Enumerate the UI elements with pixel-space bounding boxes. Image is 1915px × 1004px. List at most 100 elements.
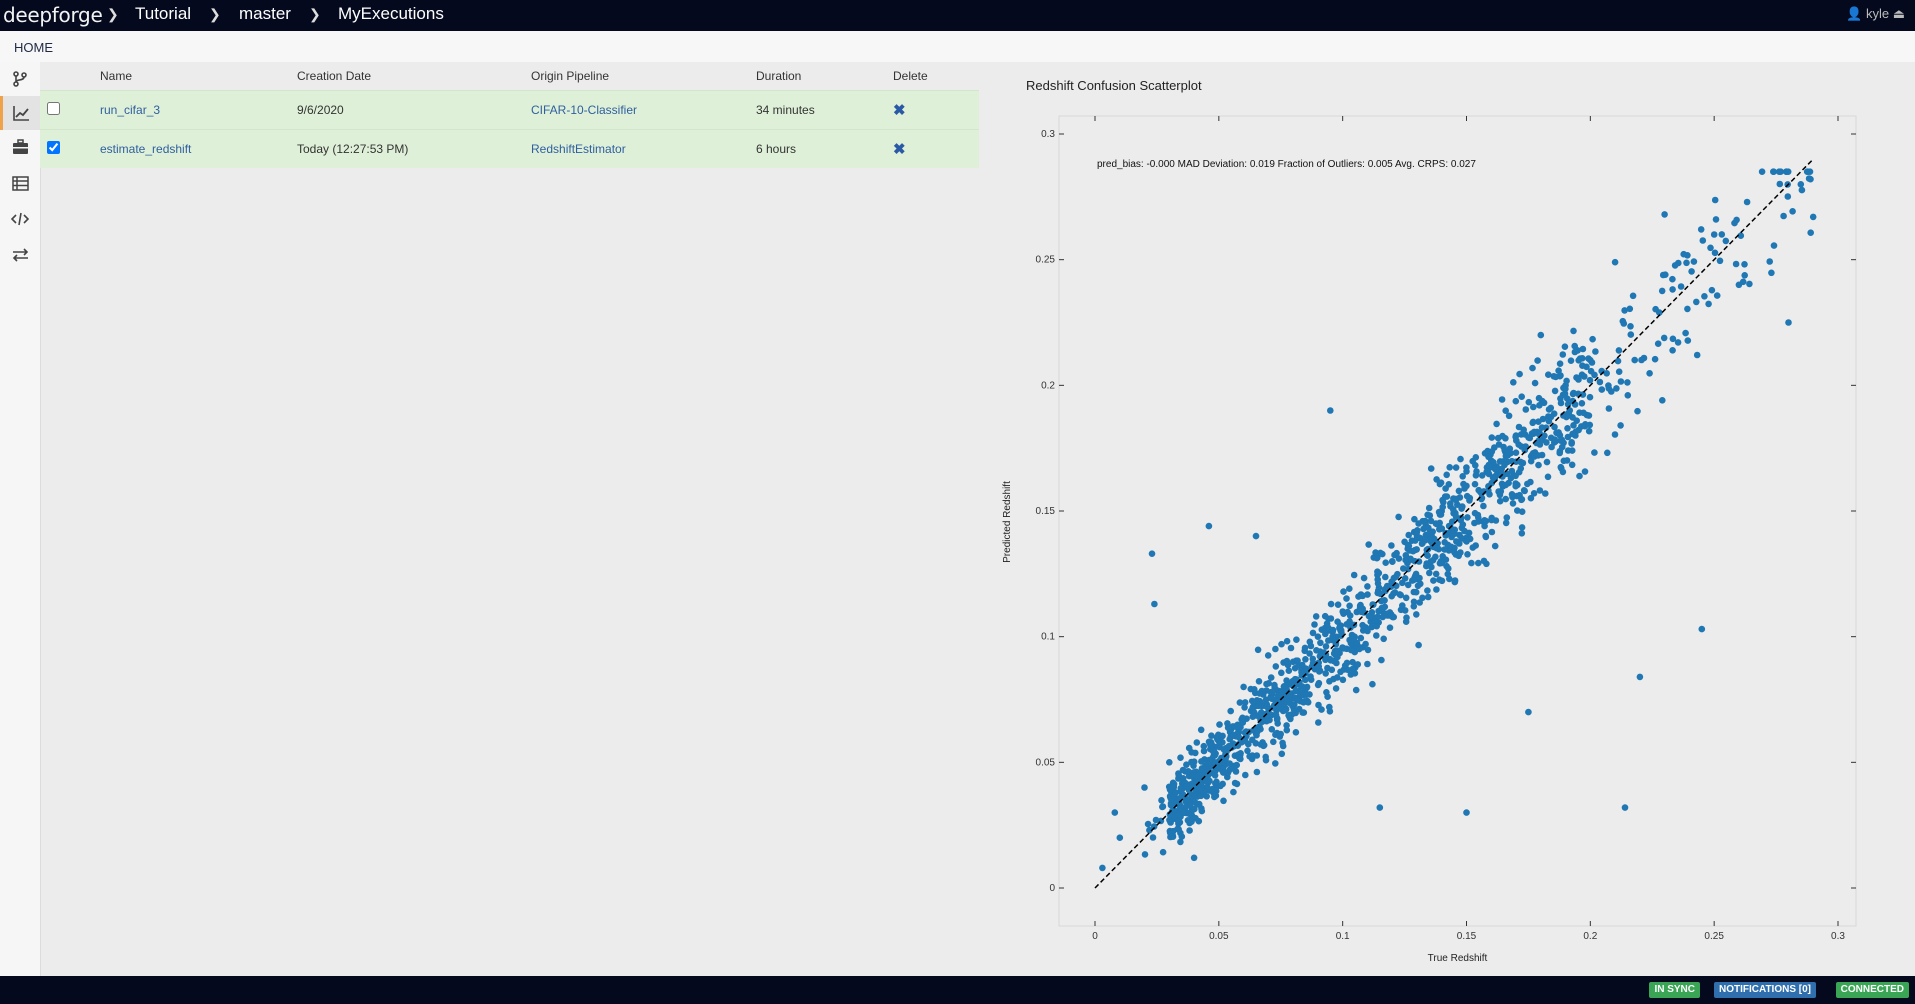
scatter-point xyxy=(1309,629,1317,637)
home-link[interactable]: HOME xyxy=(14,40,53,55)
sidebar-item-pipelines[interactable] xyxy=(0,62,40,96)
scatter-point xyxy=(1459,521,1467,528)
scatter-point xyxy=(1382,559,1389,566)
scatter-point xyxy=(1299,661,1306,669)
scatter-point xyxy=(1177,838,1184,846)
delete-icon[interactable]: ✖ xyxy=(893,102,906,119)
scatter-point xyxy=(1272,663,1280,670)
scatter-point xyxy=(1530,403,1537,411)
scatter-point xyxy=(1362,640,1369,648)
scatter-point xyxy=(1253,752,1261,759)
pipeline-link[interactable]: RedshiftEstimator xyxy=(531,142,626,156)
scatter-point xyxy=(1249,736,1256,744)
column-header-pipeline[interactable]: Origin Pipeline xyxy=(531,62,756,91)
column-header-date[interactable]: Creation Date xyxy=(297,62,531,91)
scatter-point xyxy=(1789,208,1796,215)
breadcrumb-node[interactable]: MyExecutions xyxy=(338,4,444,23)
scatter-plot[interactable]: 0 0.05 0.1 0.15 0.2 0.25 0.3 0 0.05 0.1 0.15 0.2 0.2… xyxy=(0,0,1915,976)
y-tick-label: 0 xyxy=(1049,883,1055,894)
scatter-point xyxy=(1627,323,1634,330)
scatter-point xyxy=(1255,678,1263,685)
scatter-point xyxy=(1346,585,1353,592)
user-menu[interactable]: 👤 kyle ⏏ xyxy=(1846,6,1905,22)
scatter-point xyxy=(1474,511,1482,519)
scatter-point xyxy=(1452,464,1460,471)
sidebar-item-executions[interactable] xyxy=(0,96,40,130)
scatter-point xyxy=(1620,320,1628,327)
scatter-point xyxy=(1559,351,1567,358)
scatter-point xyxy=(1292,687,1299,695)
scatter-point xyxy=(1451,577,1459,584)
scatter-point xyxy=(1578,400,1586,407)
pipeline-link[interactable]: CIFAR-10-Classifier xyxy=(531,103,638,117)
scatter-point xyxy=(1420,525,1427,533)
scatter-point xyxy=(1401,575,1409,582)
table-row[interactable]: estimate_redshift Today (12:27:53 PM) Re… xyxy=(40,129,979,168)
scatter-point xyxy=(1190,854,1198,862)
scatter-point xyxy=(1230,788,1237,796)
sidebar-item-code[interactable] xyxy=(0,202,40,236)
user-name: kyle xyxy=(1865,6,1890,21)
execution-name-link[interactable]: estimate_redshift xyxy=(100,142,192,156)
column-header-duration[interactable]: Duration xyxy=(756,62,893,91)
brand-logo[interactable]: deepforge xyxy=(3,3,103,27)
scatter-point xyxy=(1175,811,1182,819)
scatter-point xyxy=(1585,355,1592,362)
table-row[interactable]: run_cifar_3 9/6/2020 CIFAR-10-Classifier… xyxy=(40,90,979,130)
row-checkbox[interactable] xyxy=(47,141,60,154)
scatter-point xyxy=(1382,573,1389,581)
notifications-badge[interactable]: NOTIFICATIONS [0] xyxy=(1713,982,1816,998)
execution-name-link[interactable]: run_cifar_3 xyxy=(100,103,161,117)
scatter-point xyxy=(1708,286,1716,294)
scatter-point xyxy=(1242,737,1249,745)
scatter-point xyxy=(1443,493,1451,500)
breadcrumb-branch[interactable]: master xyxy=(239,4,291,23)
scatter-point xyxy=(1659,271,1667,279)
scatter-point xyxy=(1423,546,1431,554)
scatter-point xyxy=(1193,739,1201,746)
scatter-point xyxy=(1278,750,1286,758)
scatter-point xyxy=(1263,703,1270,710)
scatter-point xyxy=(1671,262,1679,269)
sidebar-item-integrations[interactable] xyxy=(0,238,40,272)
scatter-point xyxy=(1471,519,1478,527)
scatter-point xyxy=(1693,351,1701,359)
scatter-point xyxy=(1457,549,1464,556)
scatter-point xyxy=(1285,667,1293,674)
scatter-point xyxy=(1563,377,1570,385)
scatter-point xyxy=(1241,699,1249,706)
scatter-point xyxy=(1741,272,1748,279)
scatter-point xyxy=(1512,482,1519,490)
scatter-point xyxy=(1343,595,1350,602)
scatter-point xyxy=(1183,782,1190,790)
scatter-point xyxy=(1150,823,1158,830)
delete-icon[interactable]: ✖ xyxy=(893,141,906,158)
scatter-point xyxy=(1455,487,1463,495)
scatter-point xyxy=(1498,396,1506,403)
row-checkbox[interactable] xyxy=(47,102,60,115)
scatter-point xyxy=(1518,496,1526,503)
scatter-point xyxy=(1314,633,1322,640)
sync-status-badge: IN SYNC xyxy=(1649,982,1700,998)
scatter-point xyxy=(1111,809,1119,816)
scatter-point xyxy=(1146,826,1153,834)
scatter-point xyxy=(1611,431,1619,438)
scatter-point xyxy=(1262,756,1270,764)
scatter-point xyxy=(1537,331,1545,339)
scatter-point xyxy=(1315,719,1322,726)
scatter-point xyxy=(1278,640,1285,648)
scatter-point xyxy=(1200,742,1208,750)
scatter-point xyxy=(1567,357,1575,365)
column-header-name[interactable]: Name xyxy=(100,62,297,91)
scatter-point xyxy=(1501,461,1508,469)
scatter-point xyxy=(1349,658,1356,666)
breadcrumb-project[interactable]: Tutorial xyxy=(135,4,192,23)
sidebar-item-resources[interactable] xyxy=(0,130,40,164)
sidebar-item-artifacts[interactable] xyxy=(0,166,40,200)
scatter-point xyxy=(1204,784,1211,792)
scatter-point xyxy=(1334,601,1342,608)
scatter-point xyxy=(1688,268,1695,275)
scatter-point xyxy=(1596,378,1604,386)
scatter-point xyxy=(1263,680,1270,688)
scatter-point xyxy=(1502,495,1509,503)
